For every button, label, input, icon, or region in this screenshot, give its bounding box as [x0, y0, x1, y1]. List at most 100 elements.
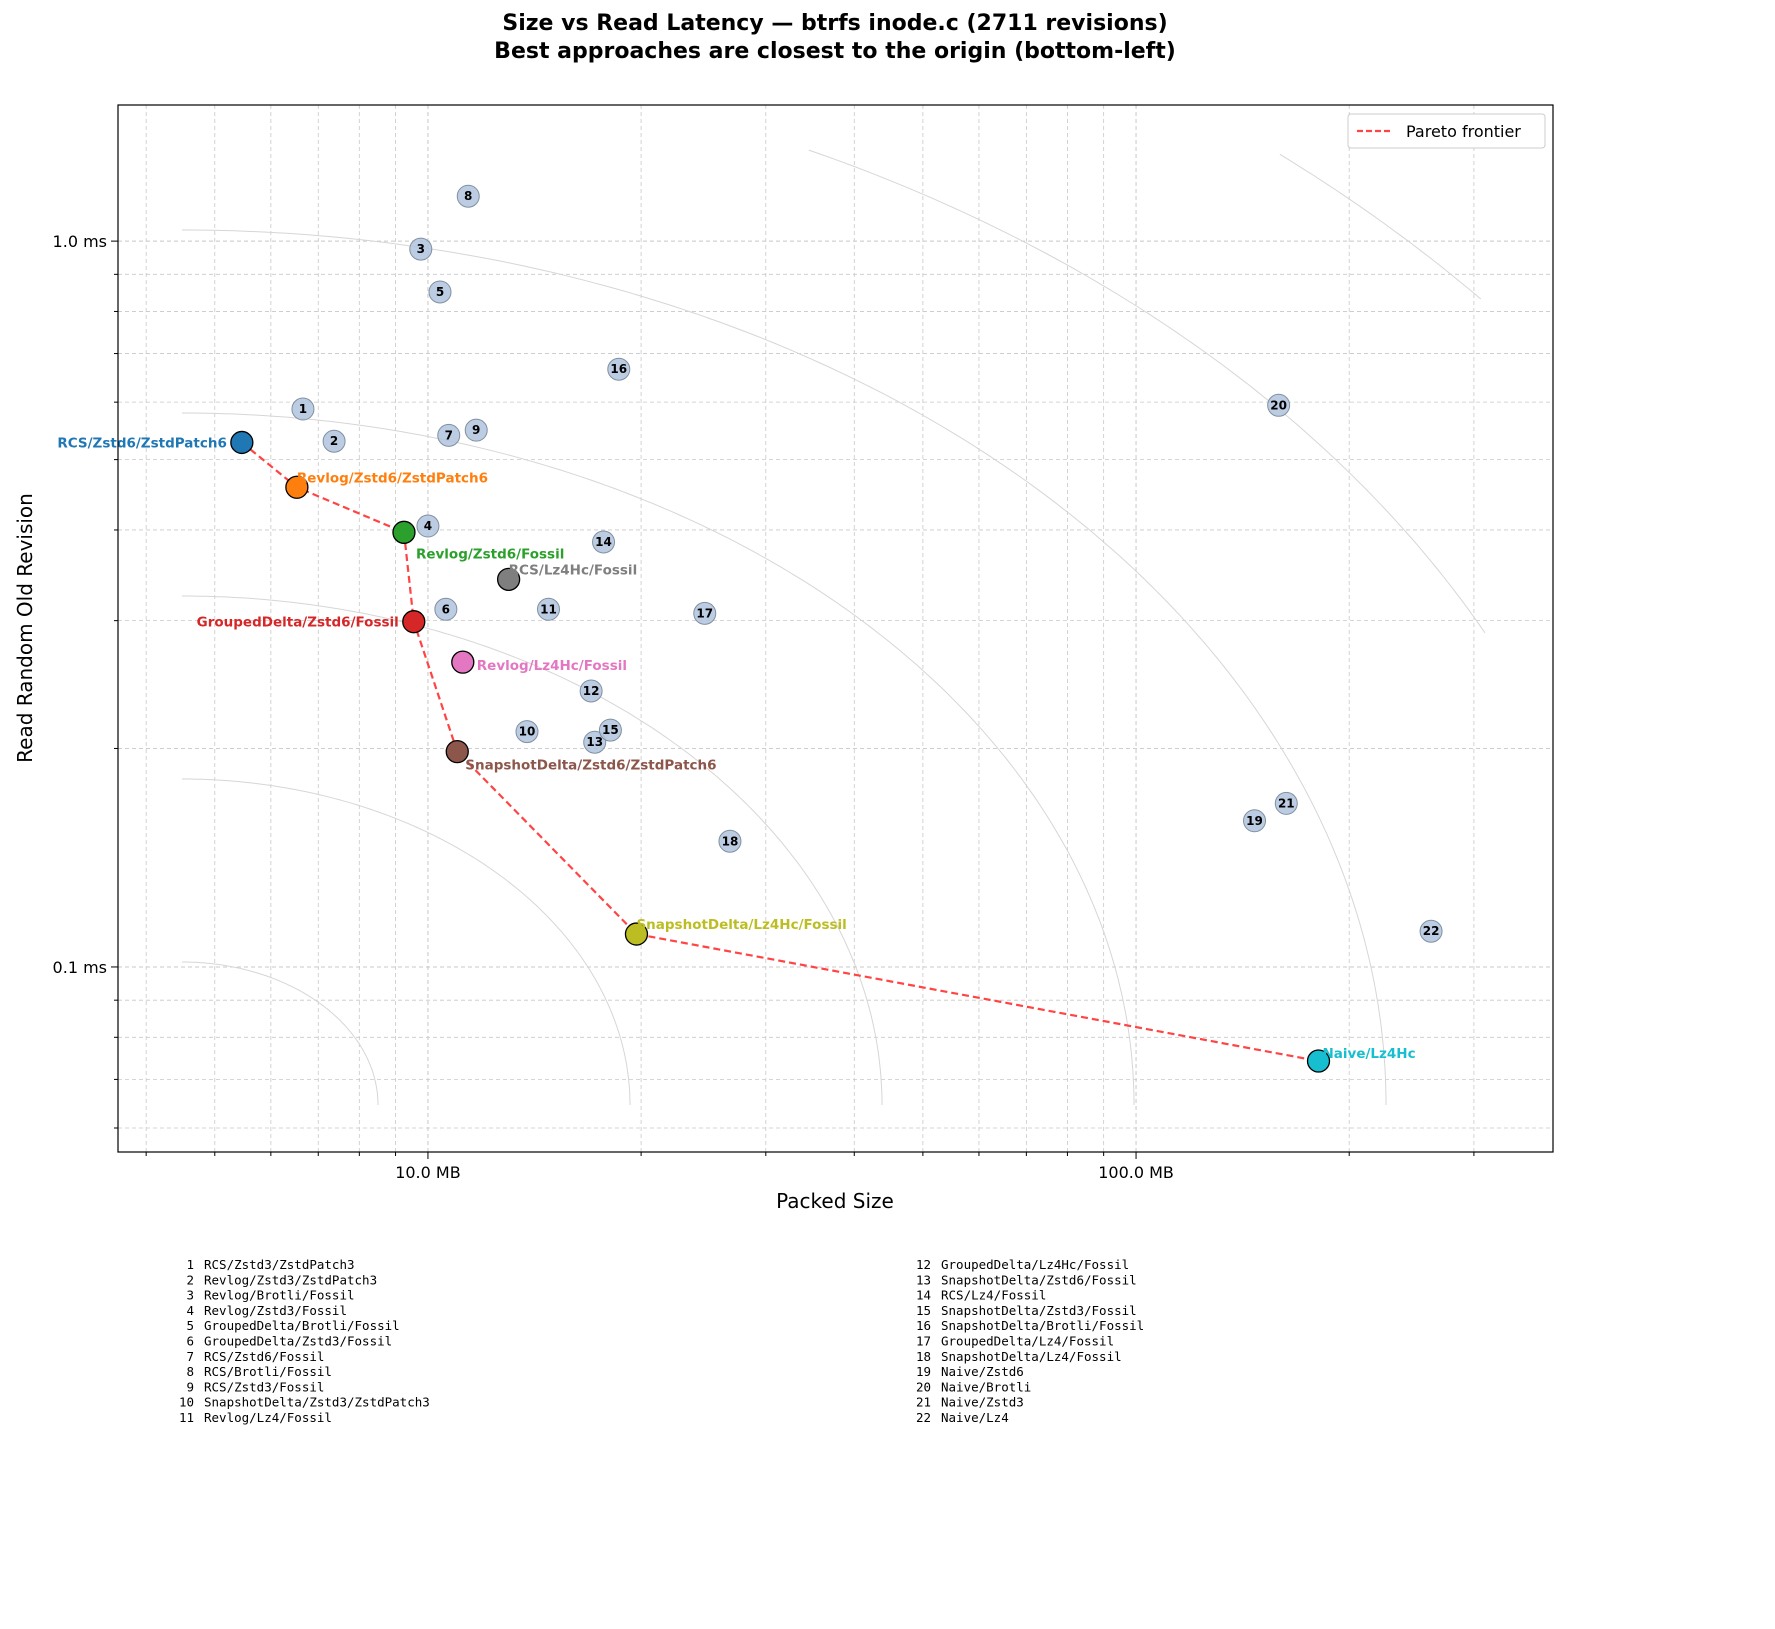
named-point-marker — [496, 567, 521, 591]
numbered-point-marker — [607, 357, 631, 381]
point-key-name: Revlog/Brotli/Fossil — [204, 1288, 355, 1303]
numbered-point-marker — [537, 597, 561, 621]
point-key-entry: 1 RCS/Zstd3/ZstdPatch3 — [186, 1257, 354, 1272]
numbered-point-label: 11 — [540, 602, 557, 616]
numbered-point: 12 — [579, 679, 603, 703]
numbered-point-label: 7 — [445, 428, 453, 442]
distance-contour — [182, 961, 379, 1105]
point-key-name: RCS/Lz4/Fossil — [941, 1288, 1046, 1303]
numbered-point-label: 3 — [417, 242, 425, 256]
point-key-name: RCS/Brotli/Fossil — [204, 1364, 332, 1379]
point-key-entry: 22 Naive/Lz4 — [916, 1410, 1009, 1425]
point-key-name: RCS/Zstd3/ZstdPatch3 — [204, 1257, 355, 1272]
named-point-label: RCS/Zstd6/ZstdPatch6 — [57, 435, 227, 451]
numbered-point-marker — [434, 597, 458, 621]
point-key-number: 14 — [916, 1288, 931, 1303]
point-key-name: SnapshotDelta/Zstd6/Fossil — [941, 1272, 1137, 1287]
numbered-point-label: 9 — [472, 423, 480, 437]
named-point-label: GroupedDelta/Zstd6/Fossil — [197, 615, 399, 631]
numbered-point: 8 — [456, 184, 480, 208]
point-key-number: 12 — [916, 1257, 931, 1272]
numbered-point-label: 16 — [610, 362, 627, 376]
point-key-name: Naive/Brotli — [941, 1379, 1031, 1394]
point-key-name: Naive/Zstd3 — [941, 1395, 1024, 1410]
legend-pareto-label: Pareto frontier — [1406, 122, 1521, 141]
numbered-point-marker — [515, 720, 539, 744]
named-point-label: Revlog/Lz4Hc/Fossil — [477, 658, 627, 674]
numbered-point-label: 22 — [1423, 924, 1440, 938]
point-key-number: 15 — [916, 1303, 931, 1318]
numbered-point-label: 1 — [299, 402, 307, 416]
numbered-point: 20 — [1267, 393, 1291, 417]
numbered-point-marker — [1274, 791, 1298, 815]
point-key-name: GroupedDelta/Lz4Hc/Fossil — [941, 1257, 1129, 1272]
distance-contours — [182, 149, 1486, 1105]
distance-contour — [182, 778, 631, 1105]
numbered-point-marker — [718, 829, 742, 853]
numbered-point-marker — [409, 237, 433, 261]
numbered-point-marker — [579, 679, 603, 703]
named-point-marker — [1306, 1049, 1331, 1073]
point-key-number: 7 — [186, 1349, 194, 1364]
named-point-label: Revlog/Zstd6/ZstdPatch6 — [297, 470, 488, 486]
point-key-number: 2 — [186, 1272, 194, 1287]
numbered-point-marker — [1243, 809, 1267, 833]
point-key-entry: 18 SnapshotDelta/Lz4/Fossil — [916, 1349, 1122, 1364]
point-key-name: Naive/Zstd6 — [941, 1364, 1024, 1379]
numbered-point-label: 10 — [519, 725, 536, 739]
numbered-point-marker — [598, 718, 622, 742]
numbered-point-label: 4 — [424, 519, 432, 533]
named-point-marker — [402, 610, 426, 634]
point-key-entry: 17 GroupedDelta/Lz4/Fossil — [916, 1334, 1114, 1349]
numbered-point-marker — [416, 514, 440, 538]
numbered-point-marker — [1419, 919, 1443, 943]
numbered-point: 22 — [1419, 919, 1443, 943]
named-point-marker — [392, 520, 416, 544]
numbered-point: 2 — [322, 429, 346, 453]
point-key-name: GroupedDelta/Brotli/Fossil — [204, 1318, 400, 1333]
numbered-point-marker — [693, 601, 717, 625]
point-key-entry: 21 Naive/Zstd3 — [916, 1395, 1024, 1410]
point-key: 1 RCS/Zstd3/ZstdPatch3 2 Revlog/Zstd3/ZstdP… — [179, 1257, 1144, 1425]
named-point: SnapshotDelta/Zstd6/ZstdPatch6 — [445, 739, 717, 774]
point-key-number: 17 — [916, 1334, 931, 1349]
numbered-point-label: 17 — [696, 606, 713, 620]
point-key-number: 5 — [186, 1318, 194, 1333]
point-key-number: 6 — [186, 1334, 194, 1349]
numbered-point: 11 — [537, 597, 561, 621]
numbered-point: 5 — [428, 280, 452, 304]
named-point-label: Naive/Lz4Hc — [1323, 1046, 1416, 1062]
named-point: Revlog/Lz4Hc/Fossil — [451, 650, 627, 674]
numbered-point: 13 — [583, 730, 607, 754]
named-point: RCS/Lz4Hc/Fossil — [496, 562, 637, 591]
numbered-point: 7 — [437, 423, 461, 447]
numbered-point-marker — [583, 730, 607, 754]
distance-contour — [1279, 153, 1482, 300]
numbered-point-label: 2 — [330, 434, 338, 448]
point-key-name: GroupedDelta/Zstd3/Fossil — [204, 1334, 392, 1349]
numbered-point-label: 13 — [586, 735, 603, 749]
numbered-point: 21 — [1274, 791, 1298, 815]
numbered-point: 15 — [598, 718, 622, 742]
y-tick-label: 1.0 ms — [53, 232, 107, 251]
point-key-number: 21 — [916, 1395, 931, 1410]
point-key-entry: 2 Revlog/Zstd3/ZstdPatch3 — [186, 1272, 377, 1287]
point-key-name: SnapshotDelta/Brotli/Fossil — [941, 1318, 1144, 1333]
numbered-point-label: 18 — [722, 834, 739, 848]
y-tick-label: 0.1 ms — [53, 958, 107, 977]
numbered-point-label: 5 — [436, 285, 444, 299]
numbered-point-label: 19 — [1246, 814, 1263, 828]
named-point-label: Revlog/Zstd6/Fossil — [416, 546, 564, 562]
numbered-point: 18 — [718, 829, 742, 853]
point-key-name: Revlog/Zstd3/ZstdPatch3 — [204, 1272, 377, 1287]
numbered-point: 17 — [693, 601, 717, 625]
point-key-entry: 10 SnapshotDelta/Zstd3/ZstdPatch3 — [179, 1395, 430, 1410]
point-key-entry: 5 GroupedDelta/Brotli/Fossil — [186, 1318, 399, 1333]
point-key-entry: 14 RCS/Lz4/Fossil — [916, 1288, 1046, 1303]
named-point-label: SnapshotDelta/Zstd6/ZstdPatch6 — [465, 758, 716, 774]
numbered-point: 16 — [607, 357, 631, 381]
legend-box — [1347, 113, 1546, 149]
point-key-number: 13 — [916, 1272, 931, 1287]
chart-subtitle: Best approaches are closest to the origi… — [494, 39, 1176, 64]
